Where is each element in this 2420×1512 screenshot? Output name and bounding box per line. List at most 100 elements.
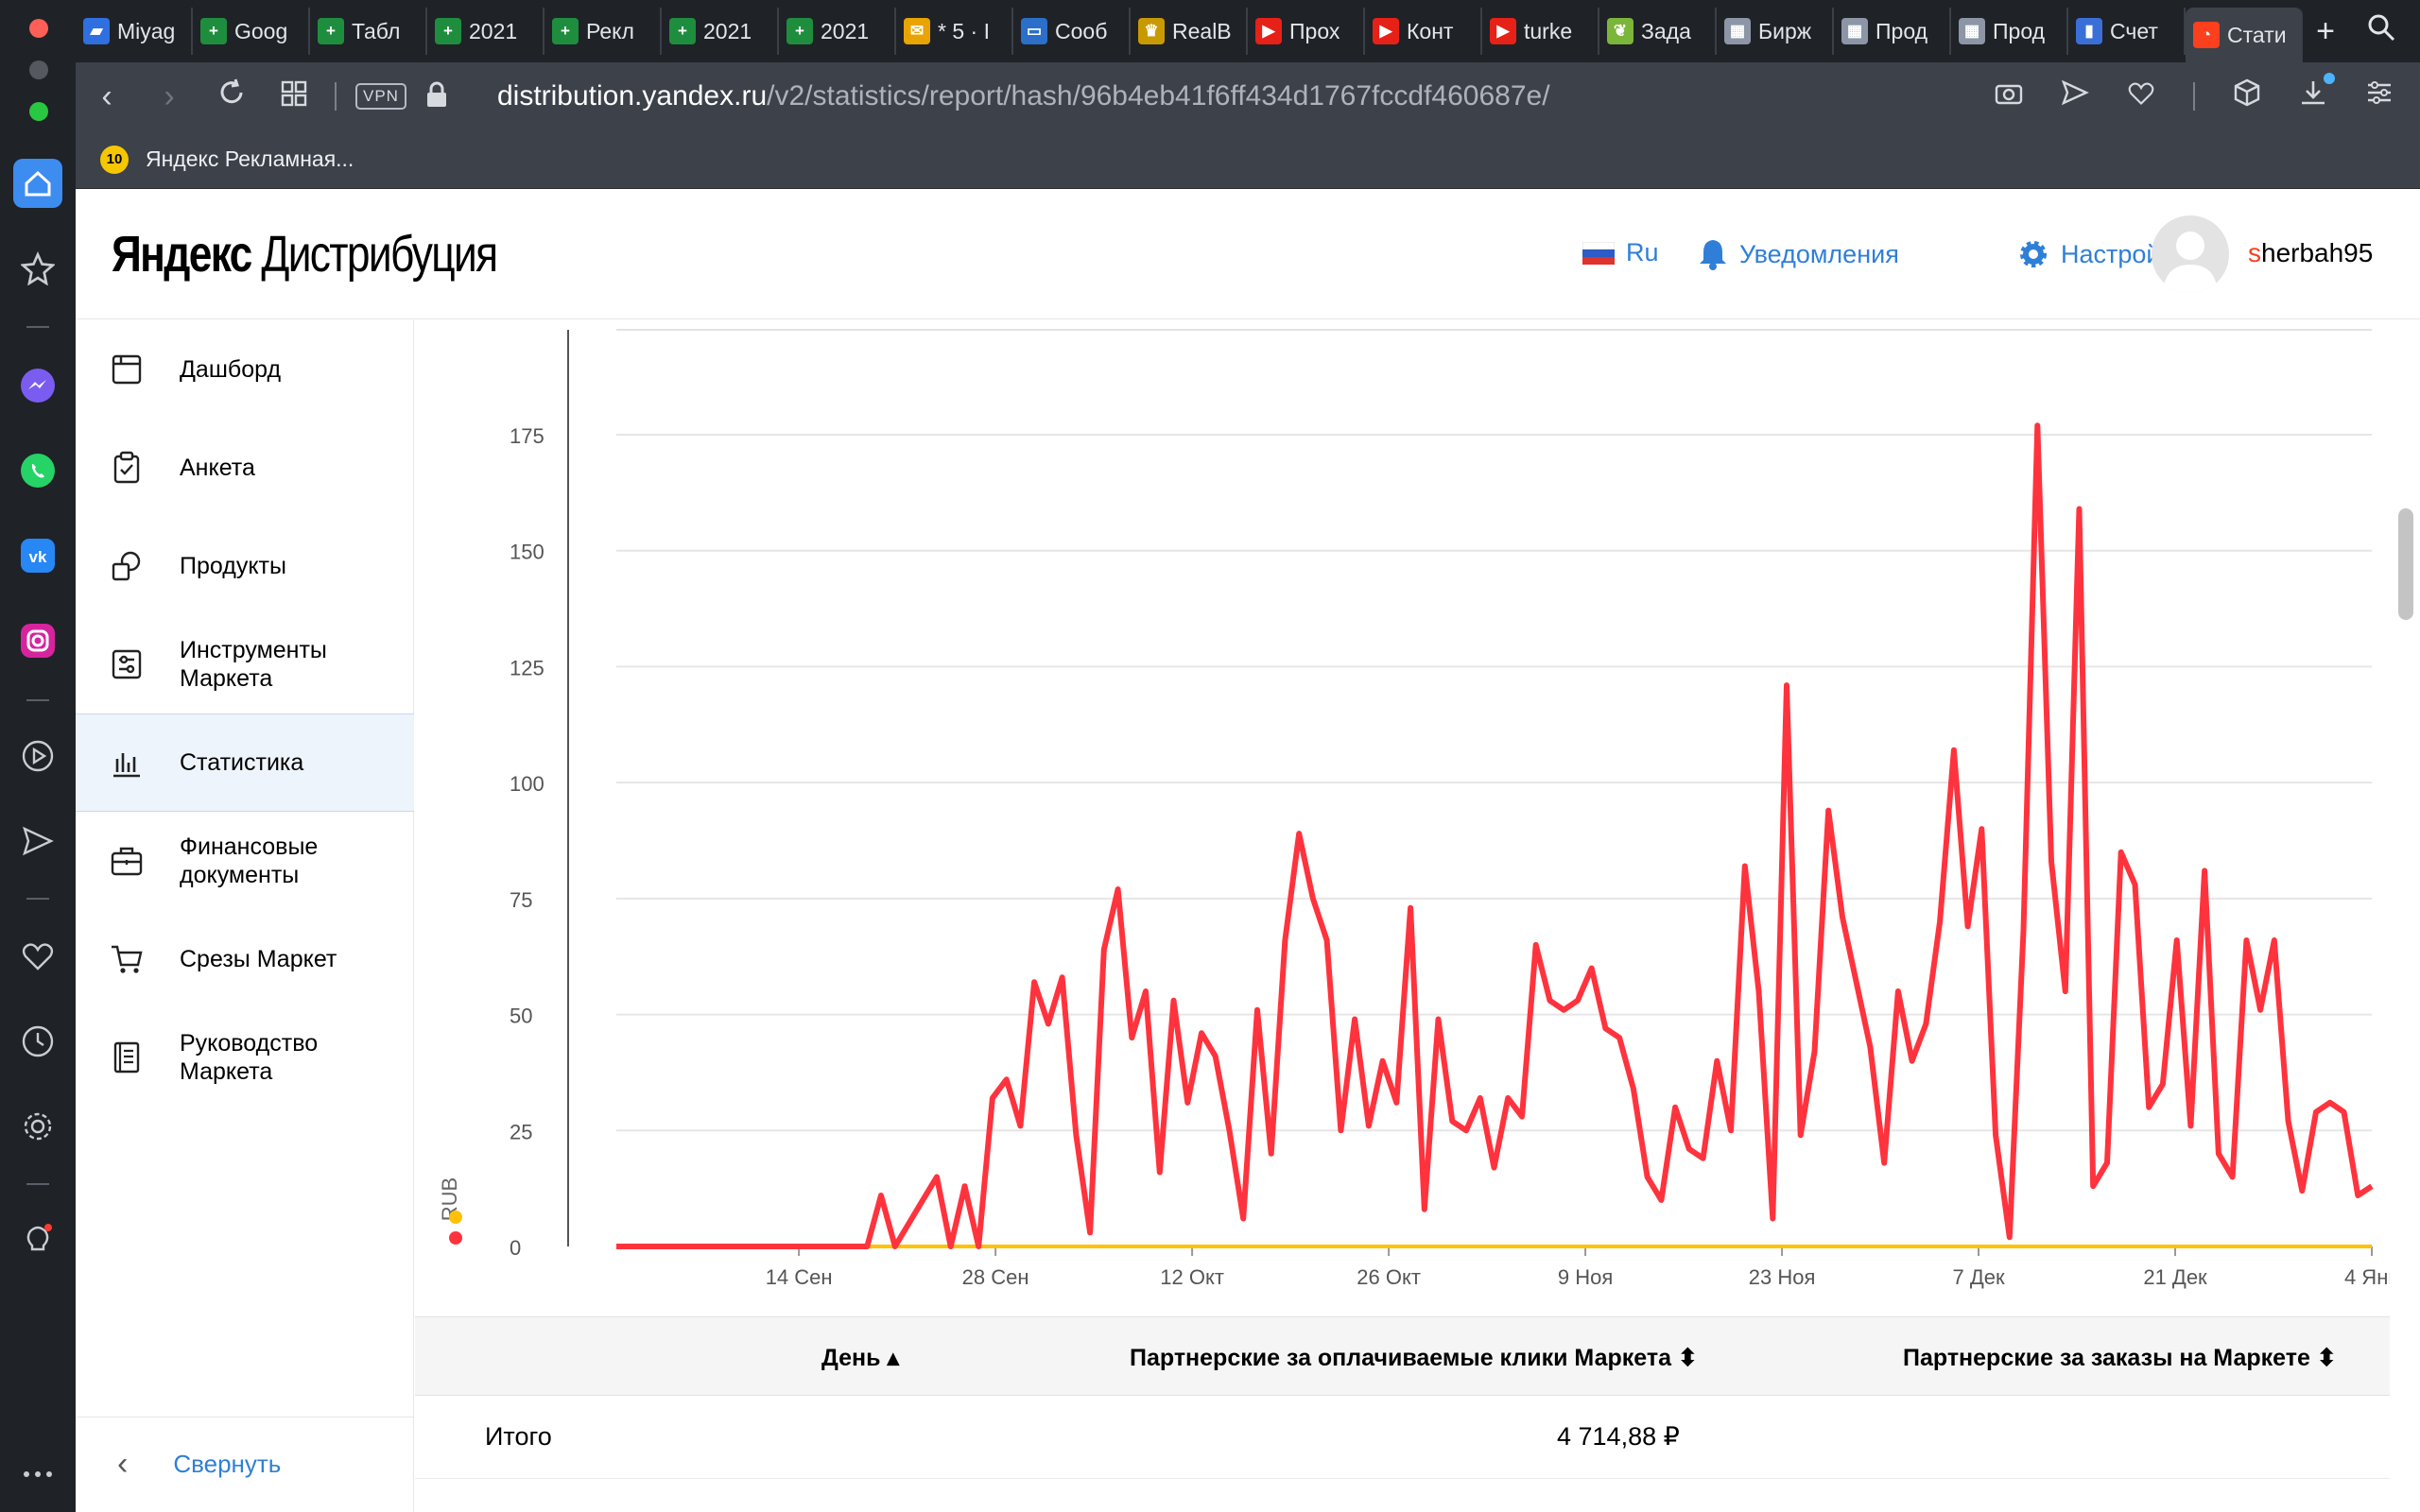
tab-search-icon[interactable] <box>2367 13 2395 50</box>
sliders-icon <box>110 647 144 681</box>
series-line-1 <box>616 422 2374 1249</box>
language-switch[interactable]: Ru <box>1582 238 1659 267</box>
camera-icon[interactable] <box>1995 80 2023 112</box>
close-window-button[interactable] <box>29 19 48 38</box>
tab-0[interactable]: ▰ Miyag <box>76 8 193 55</box>
tab-10[interactable]: ▶ Прох <box>1248 8 1365 55</box>
sidebar-item-2[interactable]: Продукты <box>76 517 414 615</box>
tab-11[interactable]: ▶ Конт <box>1365 8 1482 55</box>
tab-2[interactable]: + Табл <box>310 8 427 55</box>
notifications-link[interactable]: Уведомления <box>1698 238 1899 270</box>
minimize-window-button[interactable] <box>29 60 48 79</box>
tab-label: 2021 <box>821 18 870 43</box>
tab-3[interactable]: +2021 <box>427 8 544 55</box>
collapse-button[interactable]: ‹ Свернуть <box>76 1417 414 1511</box>
tab-9[interactable]: ♛ RealB <box>1131 8 1248 55</box>
instagram-button[interactable] <box>13 616 62 665</box>
bookmark-link[interactable]: Яндекс Рекламная... <box>146 146 354 171</box>
tab-14[interactable]: ▦ Бирж <box>1717 8 1834 55</box>
easy-setup-icon[interactable] <box>2365 79 2394 113</box>
url-field[interactable]: distribution.yandex.ru/v2/statistics/rep… <box>496 80 1550 112</box>
total-clicks-value: 4 714,88 ₽ <box>1557 1422 1680 1451</box>
crown-icon: ♛ <box>1138 18 1165 44</box>
tab-8[interactable]: ▭ Сооб <box>1013 8 1131 55</box>
tab-17[interactable]: ▮ Счет <box>2068 8 2186 55</box>
tab-1[interactable]: + Goog <box>193 8 310 55</box>
x-tick-label: 12 Окт <box>1160 1265 1224 1289</box>
home-button[interactable] <box>13 159 62 208</box>
y-tick-label: 100 <box>510 772 544 796</box>
history-button[interactable] <box>13 1017 62 1066</box>
tab-7[interactable]: ✉ * 5 · I <box>896 8 1013 55</box>
table-header: День ▴ Партнерские за оплачиваемые клики… <box>415 1316 2390 1396</box>
messenger-button[interactable] <box>13 361 62 410</box>
username[interactable]: sherbah95 <box>2248 238 2374 267</box>
sidebar-item-4[interactable]: Статистика <box>76 713 414 812</box>
tab-12[interactable]: ▶ turke <box>1482 8 1599 55</box>
browser-settings-button[interactable] <box>13 1102 62 1151</box>
legend-dot-series-1 <box>449 1231 462 1245</box>
column-day-header[interactable]: День ▴ <box>821 1345 899 1371</box>
tips-button[interactable] <box>13 1215 62 1264</box>
tab-4[interactable]: + Рекл <box>544 8 662 55</box>
back-button[interactable]: ‹ <box>76 78 138 115</box>
tabs-grid-button[interactable] <box>263 78 325 115</box>
x-tick-label: 28 Сен <box>962 1265 1029 1289</box>
legend-dot-series-2 <box>449 1211 462 1224</box>
table-row-total: Итого 4 714,88 ₽ <box>415 1396 2390 1479</box>
sheets-icon: + <box>669 18 696 44</box>
sidebar-item-5[interactable]: Финансовые документы <box>76 812 414 910</box>
reload-button[interactable] <box>200 78 263 115</box>
sidebar-item-7[interactable]: Руководство Маркета <box>76 1008 414 1107</box>
whatsapp-button[interactable] <box>13 446 62 495</box>
page-scrollbar[interactable] <box>2398 508 2413 620</box>
bookmark-heart-icon[interactable] <box>2127 79 2155 113</box>
vpn-badge[interactable]: VPN <box>355 83 406 110</box>
statistics-table: День ▴ Партнерские за оплачиваемые клики… <box>415 1316 2390 1479</box>
lock-icon[interactable] <box>425 81 448 112</box>
extensions-cube-icon[interactable] <box>2233 78 2261 114</box>
more-dots-icon <box>24 1471 52 1477</box>
sidebar-item-3[interactable]: Инструменты Маркета <box>76 615 414 713</box>
shapes-icon <box>110 549 144 583</box>
tab-15[interactable]: ▦ Прод <box>1834 8 1951 55</box>
home-icon <box>25 170 51 197</box>
tab-label: Прод <box>1876 18 1928 43</box>
tab-18[interactable]: ◔ Стати <box>2186 8 2303 62</box>
tab-strip: ▰ Miyag + Goog + Табл +2021 + Рекл +2021 +2021 ✉ * 5… <box>76 0 2420 62</box>
column-clicks-header[interactable]: Партнерские за оплачиваемые клики Маркет… <box>1130 1345 1698 1371</box>
x-tick-label: 7 Дек <box>1952 1265 2004 1289</box>
site-logo[interactable]: Яндекс Дистрибуция <box>112 226 498 283</box>
youtube-icon: ▶ <box>1373 18 1399 44</box>
column-orders-header[interactable]: Партнерские за заказы на Маркете ⬍ <box>1903 1345 2337 1371</box>
favorites-button[interactable] <box>13 932 62 981</box>
tab-label: Бирж <box>1758 18 1812 43</box>
address-bar: ‹ › VPN distribution.yandex.ru/v2/statis… <box>76 62 2420 130</box>
tab-label: RealB <box>1172 18 1232 43</box>
whatsapp-icon <box>21 454 55 488</box>
share-send-icon[interactable] <box>2061 79 2089 113</box>
send-button[interactable] <box>13 816 62 866</box>
speed-dial-button[interactable] <box>13 244 62 293</box>
tab-label: Рекл <box>586 18 634 43</box>
tab-5[interactable]: +2021 <box>662 8 779 55</box>
more-button[interactable] <box>13 1450 62 1499</box>
tab-16[interactable]: ▦ Прод <box>1951 8 2068 55</box>
player-button[interactable] <box>13 731 62 781</box>
sidebar-item-0[interactable]: Дашборд <box>76 320 414 419</box>
sidebar-item-6[interactable]: Срезы Маркет <box>76 910 414 1008</box>
grid-icon <box>281 80 307 106</box>
y-tick-label: 75 <box>510 888 532 912</box>
y-tick-label: 50 <box>510 1005 532 1028</box>
new-tab-plus-icon[interactable]: + <box>2316 12 2335 49</box>
tab-13[interactable]: ❦ Зада <box>1599 8 1717 55</box>
forward-button[interactable]: › <box>138 78 200 115</box>
sidebar-item-1[interactable]: Анкета <box>76 419 414 517</box>
tab-6[interactable]: +2021 <box>779 8 896 55</box>
tab-label: turke <box>1524 18 1573 43</box>
downloads-icon[interactable] <box>2299 73 2335 114</box>
tab-label: Стати <box>2227 22 2287 47</box>
avatar[interactable] <box>2152 215 2229 293</box>
vk-button[interactable]: vk <box>13 531 62 580</box>
maximize-window-button[interactable] <box>29 102 48 121</box>
